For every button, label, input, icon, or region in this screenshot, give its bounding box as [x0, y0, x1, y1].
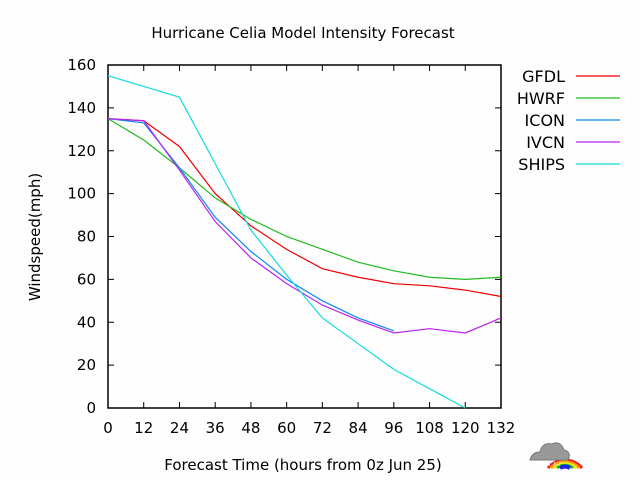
weather-logo-icon [528, 438, 584, 470]
y-tick-label: 60 [77, 270, 96, 288]
legend-label: ICON [525, 111, 565, 130]
y-tick-label: 160 [67, 56, 96, 74]
legend-label: IVCN [526, 133, 565, 152]
x-tick-label: 96 [384, 419, 403, 437]
y-tick-label: 0 [86, 399, 96, 417]
y-tick-label: 80 [77, 228, 96, 246]
legend-label: SHIPS [518, 155, 565, 174]
series-line-ivcn [107, 117, 502, 334]
x-tick-label: 0 [103, 419, 113, 437]
series-line-icon [107, 117, 395, 332]
x-tick-label: 36 [206, 419, 225, 437]
x-tick-label: 72 [313, 419, 332, 437]
legend-label: GFDL [522, 67, 565, 86]
x-tick-label: 120 [451, 419, 480, 437]
y-tick-label: 40 [77, 313, 96, 331]
x-axis-label: Forecast Time (hours from 0z Jun 25) [164, 456, 442, 474]
x-tick-label: 108 [415, 419, 444, 437]
y-tick-label: 120 [67, 142, 96, 160]
y-axis-label: Windspeed(mph) [26, 173, 44, 301]
legend-label: HWRF [517, 89, 565, 108]
chart-title: Hurricane Celia Model Intensity Forecast [151, 24, 454, 42]
y-tick-label: 100 [67, 185, 96, 203]
plot-frame [107, 64, 502, 409]
series-line-gfdl [107, 117, 502, 298]
y-tick-label: 20 [77, 356, 96, 374]
x-tick-label: 84 [349, 419, 368, 437]
x-tick-label: 24 [170, 419, 189, 437]
series-line-ships [107, 75, 466, 409]
series-line-hwrf [107, 118, 502, 280]
x-tick-label: 132 [487, 419, 516, 437]
x-tick-label: 48 [241, 419, 260, 437]
x-tick-label: 60 [277, 419, 296, 437]
x-tick-label: 12 [134, 419, 153, 437]
y-tick-label: 140 [67, 99, 96, 117]
